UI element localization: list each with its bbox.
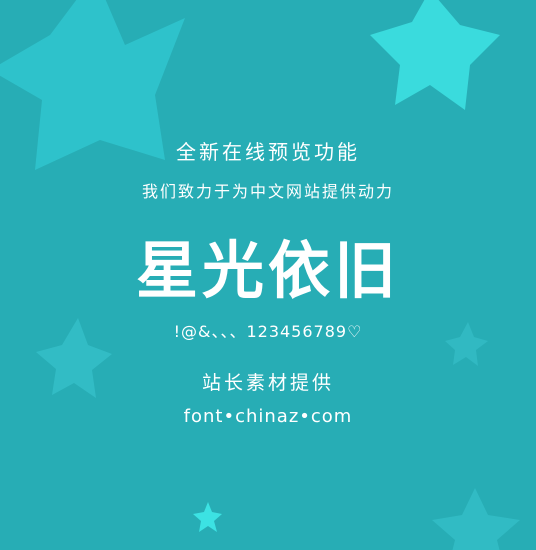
star-mid-left: [36, 318, 112, 398]
glyph-sample: !@&、、、123456789♡: [173, 322, 363, 341]
star-bottom-left: [193, 502, 222, 532]
star-top-right: [370, 0, 500, 110]
large-star-top-left: [0, 0, 185, 170]
star-bottom-right: [432, 488, 520, 550]
tagline-mission: 我们致力于为中文网站提供动力: [141, 182, 394, 201]
star-mid-right: [445, 322, 488, 366]
font-name-title: 星光依旧: [135, 234, 400, 307]
provider-credit: 站长素材提供: [201, 372, 334, 394]
tagline-preview-feature: 全新在线预览功能: [176, 140, 360, 164]
site-url: font•chinaz•com: [183, 406, 353, 427]
